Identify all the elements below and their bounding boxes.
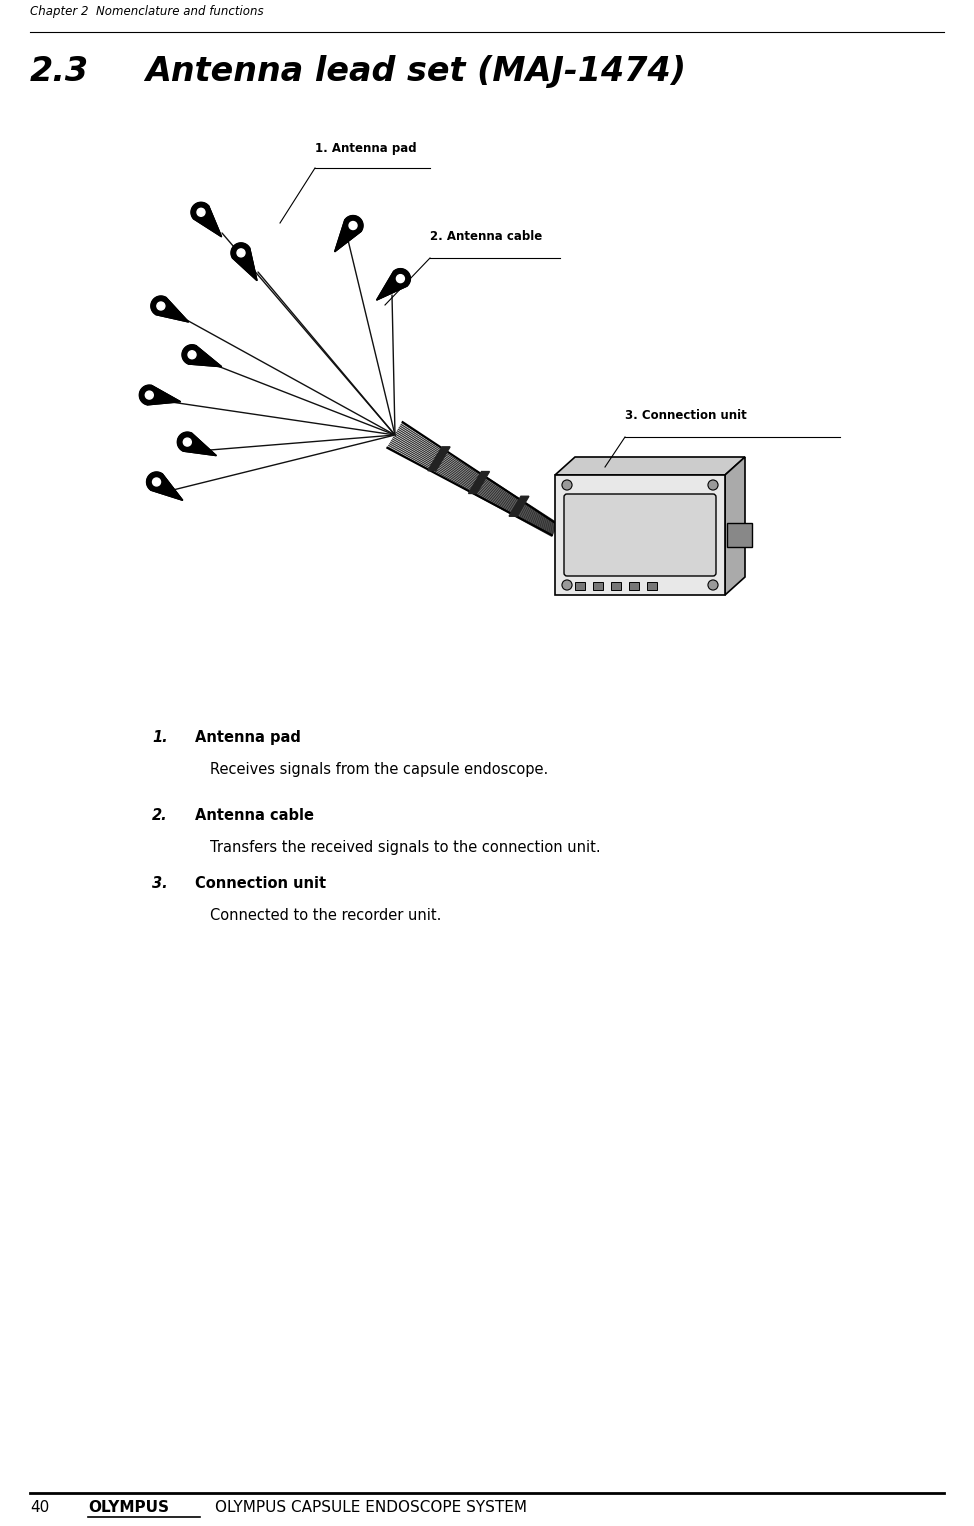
Text: 1.: 1.	[152, 729, 168, 745]
Text: 1. Antenna pad: 1. Antenna pad	[315, 142, 417, 156]
Polygon shape	[233, 247, 257, 281]
Bar	[629, 581, 639, 591]
Polygon shape	[335, 220, 361, 252]
Circle shape	[349, 221, 357, 229]
Text: 2.: 2.	[152, 807, 168, 823]
Bar	[611, 581, 621, 591]
Polygon shape	[194, 206, 221, 237]
Polygon shape	[725, 456, 745, 595]
Text: OLYMPUS: OLYMPUS	[88, 1500, 169, 1515]
Circle shape	[562, 580, 572, 591]
Text: Chapter 2  Nomenclature and functions: Chapter 2 Nomenclature and functions	[30, 5, 264, 18]
Text: 3.: 3.	[152, 876, 168, 891]
Text: Connected to the recorder unit.: Connected to the recorder unit.	[210, 908, 441, 923]
Circle shape	[237, 249, 245, 256]
Text: Receives signals from the capsule endoscope.: Receives signals from the capsule endosc…	[210, 761, 548, 777]
Polygon shape	[177, 432, 216, 456]
Circle shape	[708, 481, 718, 490]
Bar	[593, 581, 603, 591]
Circle shape	[153, 478, 161, 485]
Polygon shape	[377, 269, 410, 301]
Text: Transfers the received signals to the connection unit.: Transfers the received signals to the co…	[210, 839, 601, 855]
Text: 3. Connection unit: 3. Connection unit	[625, 409, 747, 423]
Circle shape	[396, 275, 404, 282]
FancyBboxPatch shape	[564, 494, 716, 575]
Polygon shape	[147, 385, 180, 404]
Circle shape	[197, 208, 205, 217]
Text: 2. Antenna cable: 2. Antenna cable	[430, 230, 543, 243]
FancyBboxPatch shape	[555, 475, 725, 595]
Polygon shape	[188, 345, 222, 366]
Polygon shape	[428, 447, 450, 470]
Polygon shape	[183, 433, 216, 456]
Bar	[647, 581, 657, 591]
Text: 40: 40	[30, 1500, 50, 1515]
Polygon shape	[151, 296, 189, 322]
Circle shape	[145, 391, 153, 400]
Text: Connection unit: Connection unit	[195, 876, 326, 891]
Polygon shape	[468, 472, 490, 493]
Polygon shape	[151, 473, 183, 501]
Polygon shape	[156, 298, 189, 322]
Bar	[727, 523, 752, 546]
Polygon shape	[146, 472, 183, 501]
Polygon shape	[182, 345, 222, 366]
Bar	[575, 581, 585, 591]
Circle shape	[157, 302, 165, 310]
Polygon shape	[335, 215, 363, 252]
Polygon shape	[191, 203, 221, 237]
Text: OLYMPUS CAPSULE ENDOSCOPE SYSTEM: OLYMPUS CAPSULE ENDOSCOPE SYSTEM	[215, 1500, 527, 1515]
Polygon shape	[139, 385, 180, 404]
Polygon shape	[231, 243, 257, 281]
Circle shape	[183, 438, 191, 446]
Text: Antenna pad: Antenna pad	[195, 729, 301, 745]
Circle shape	[188, 351, 196, 359]
Circle shape	[562, 481, 572, 490]
Text: Antenna cable: Antenna cable	[195, 807, 314, 823]
Circle shape	[708, 580, 718, 591]
Polygon shape	[377, 272, 407, 301]
Polygon shape	[509, 496, 529, 516]
Text: Antenna lead set (MAJ-1474): Antenna lead set (MAJ-1474)	[145, 55, 686, 89]
Polygon shape	[555, 456, 745, 475]
Text: 2.3: 2.3	[30, 55, 90, 89]
